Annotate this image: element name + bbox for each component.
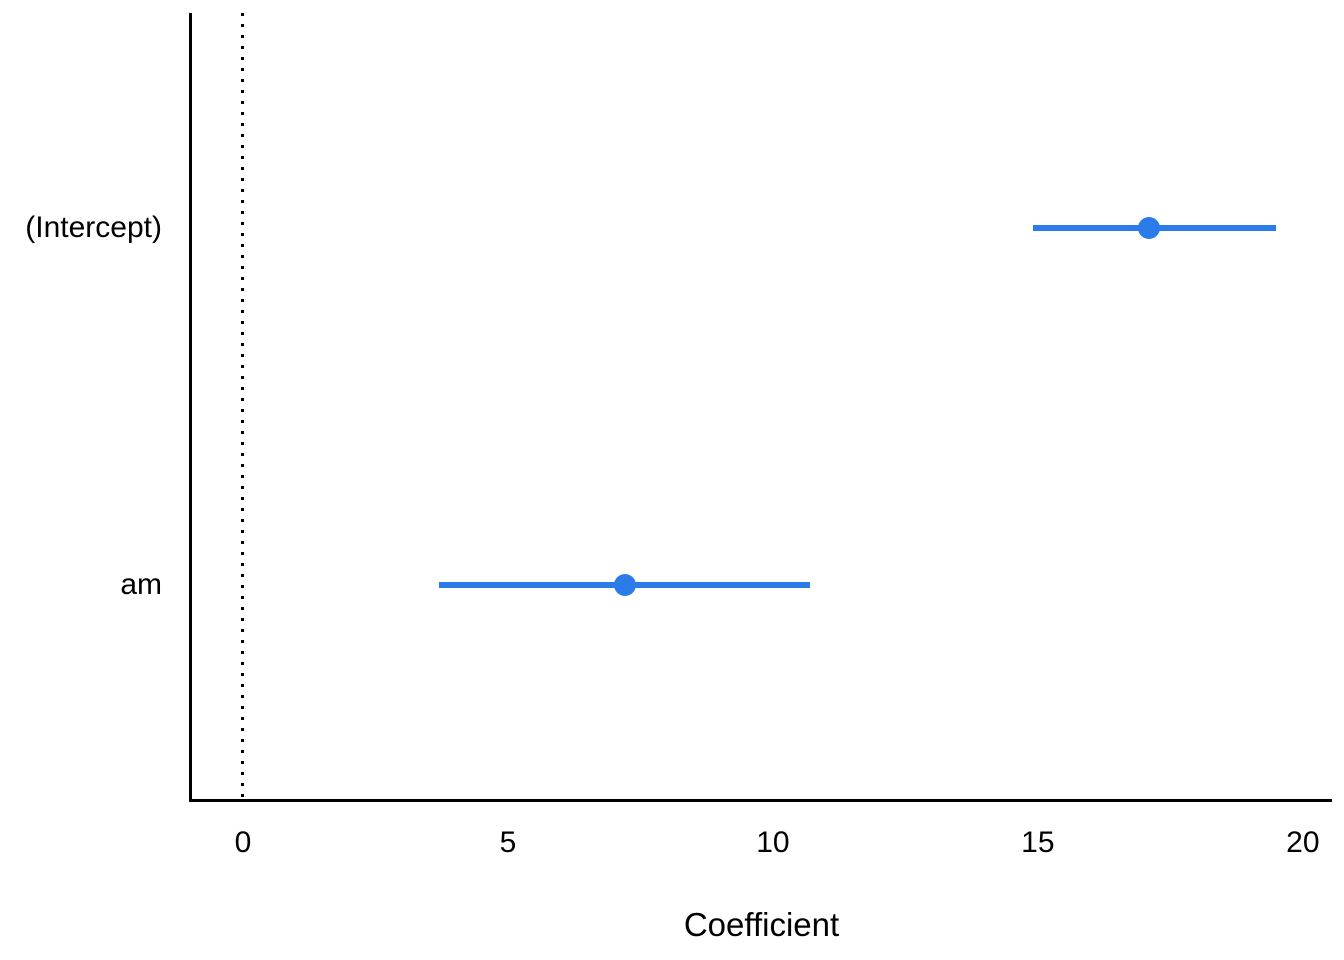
estimate-point: [1138, 216, 1161, 239]
x-axis-line: [189, 799, 1332, 802]
y-axis-category-label: am: [120, 568, 162, 602]
x-tick-label: 15: [1021, 826, 1055, 859]
x-tick-label: 20: [1286, 826, 1320, 859]
y-axis-line: [189, 13, 192, 802]
y-axis-category-label: (Intercept): [25, 210, 162, 244]
estimate-point: [613, 574, 636, 597]
x-tick-label: 0: [234, 826, 252, 859]
zero-reference-line: [241, 13, 245, 800]
x-axis-title: Coefficient: [683, 906, 840, 943]
x-tick-label: 5: [499, 826, 517, 859]
x-tick-label: 10: [756, 826, 790, 859]
